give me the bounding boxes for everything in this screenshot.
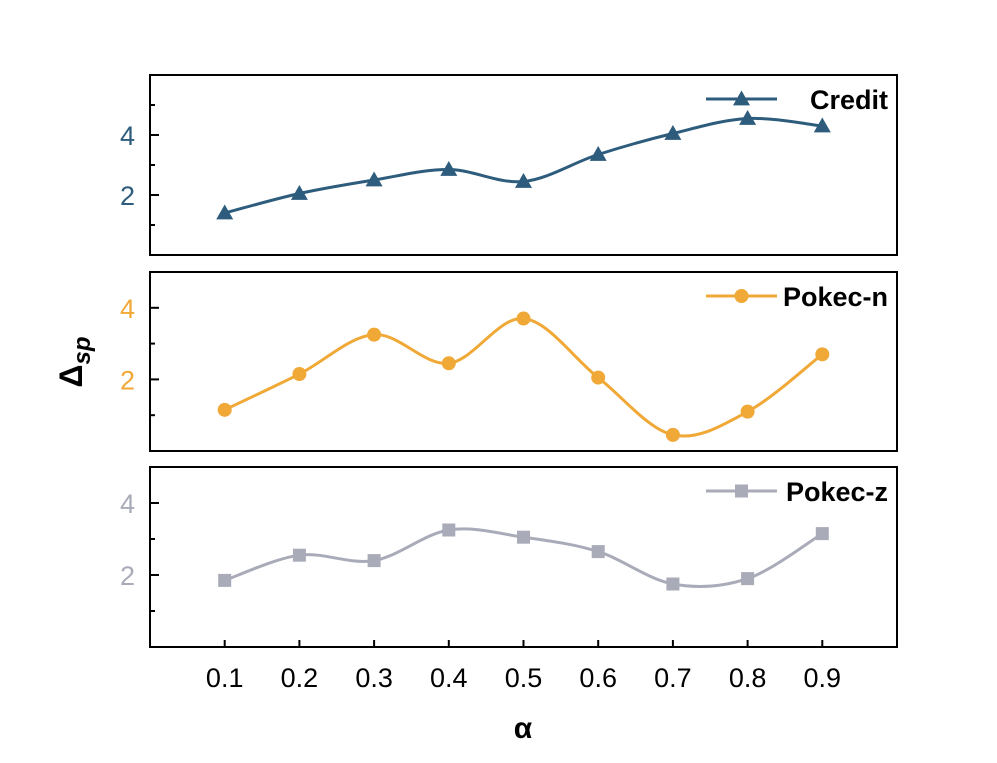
- x-axis: 0.1 0.2 0.3 0.4 0.5 0.6 0.7 0.8 0.9: [206, 640, 841, 693]
- data-point-pokec-z: [367, 554, 381, 568]
- legend-label: Credit: [810, 85, 888, 115]
- y-tick-label: 2: [120, 561, 135, 591]
- data-point-pokec-n: [665, 427, 680, 442]
- data-point-credit: [589, 146, 607, 161]
- x-axis-title: α: [514, 712, 533, 745]
- data-point-pokec-z: [815, 527, 829, 541]
- x-tick-label: 0.6: [579, 663, 617, 693]
- panel-frame: [149, 271, 898, 452]
- y-axis-title-main: Δ: [53, 365, 89, 388]
- y-tick-label: 4: [120, 294, 135, 324]
- data-point-credit: [664, 125, 682, 140]
- data-point-pokec-z: [218, 573, 232, 587]
- y-tick-label: 4: [120, 121, 135, 151]
- panel-frame: [149, 74, 898, 256]
- data-point-pokec-n: [740, 404, 755, 419]
- data-point-pokec-z: [292, 548, 306, 562]
- data-point-credit: [515, 173, 532, 188]
- x-tick-label: 0.5: [505, 663, 543, 693]
- panel-pokec-z: 2 4 Pokec-z: [120, 466, 898, 648]
- data-point-credit: [739, 110, 757, 125]
- data-point-pokec-z: [741, 572, 755, 586]
- data-point-pokec-n: [367, 327, 382, 342]
- data-point-credit: [290, 185, 308, 200]
- y-tick-label: 2: [120, 365, 135, 395]
- panel-credit: 2 4 Credit: [120, 74, 898, 256]
- series-line-credit: [224, 116, 823, 215]
- data-point-pokec-z: [666, 577, 680, 591]
- legend-marker: [735, 484, 748, 498]
- data-point-pokec-n: [516, 311, 531, 326]
- data-point-pokec-n: [292, 367, 307, 382]
- panels-layer: 2 4 Credit 2 4 Pokec-n 2 4 Pokec-z: [120, 74, 898, 648]
- data-point-pokec-n: [441, 356, 456, 371]
- data-point-pokec-n: [591, 370, 606, 385]
- y-tick-label: 2: [120, 181, 135, 211]
- data-point-pokec-z: [442, 523, 456, 537]
- data-point-pokec-n: [815, 347, 830, 362]
- panel-pokec-n: 2 4 Pokec-n: [120, 271, 898, 452]
- series-line-pokec-n: [224, 317, 824, 438]
- data-point-credit: [813, 117, 831, 133]
- legend-marker: [733, 90, 750, 106]
- x-tick-label: 0.8: [729, 663, 767, 693]
- y-axis-title-subscript: sp: [69, 336, 96, 364]
- data-point-pokec-n: [217, 402, 232, 417]
- x-tick-label: 0.3: [355, 663, 393, 693]
- legend-pokec-z: Pokec-z: [706, 477, 888, 507]
- data-point-credit: [216, 204, 234, 220]
- data-point-pokec-z: [517, 530, 530, 544]
- legend-pokec-n: Pokec-n: [706, 282, 888, 312]
- x-tick-label: 0.1: [206, 663, 244, 693]
- y-axis-title: Δsp: [53, 336, 96, 387]
- x-tick-label: 0.9: [804, 663, 842, 693]
- data-point-pokec-z: [591, 545, 605, 559]
- x-tick-label: 0.7: [654, 663, 692, 693]
- svg-text:Δsp: Δsp: [53, 336, 96, 387]
- legend-marker: [734, 289, 749, 303]
- data-point-credit: [365, 171, 383, 187]
- legend-credit: Credit: [706, 85, 888, 115]
- x-tick-label: 0.2: [281, 663, 319, 693]
- y-tick-label: 4: [120, 489, 135, 519]
- data-point-credit: [440, 161, 458, 176]
- legend-label: Pokec-n: [783, 282, 888, 312]
- legend-label: Pokec-z: [786, 477, 888, 507]
- x-tick-label: 0.4: [430, 663, 468, 693]
